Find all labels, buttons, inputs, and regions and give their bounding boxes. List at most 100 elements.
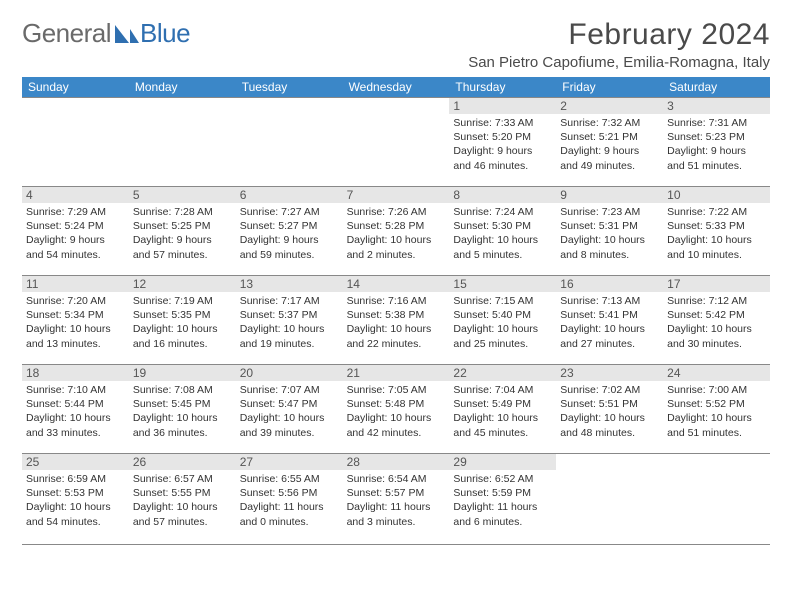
month-title: February 2024 [468,18,770,52]
day-info: Sunrise: 7:22 AMSunset: 5:33 PMDaylight:… [667,205,766,262]
week-row: 11 Sunrise: 7:20 AMSunset: 5:34 PMDayligh… [22,275,770,364]
day-cell: 4Sunrise: 7:29 AMSunset: 5:24 PMDaylight… [22,187,129,275]
day-number: 21 [347,366,446,380]
day-number: 29 [453,455,552,469]
day-number-band: 10 [663,187,770,203]
day-number: 20 [240,366,339,380]
weekday-header-cell: Monday [129,77,236,97]
day-number: 14 [347,277,446,291]
day-number: 22 [453,366,552,380]
day-cell: 28Sunrise: 6:54 AMSunset: 5:57 PMDayligh… [343,454,450,542]
week-row: 4Sunrise: 7:29 AMSunset: 5:24 PMDaylight… [22,186,770,275]
logo-text-blue: Blue [140,18,190,49]
calendar: SundayMondayTuesdayWednesdayThursdayFrid… [22,77,770,545]
day-number-band: 9 [556,187,663,203]
day-number: 4 [26,188,125,202]
weekday-header-cell: Friday [556,77,663,97]
day-number-band: 11 [22,276,129,292]
logo-text-general: General [22,18,111,49]
day-number-band: 19 [129,365,236,381]
day-info: Sunrise: 6:52 AMSunset: 5:59 PMDaylight:… [453,472,552,529]
day-cell: 18Sunrise: 7:10 AMSunset: 5:44 PMDayligh… [22,365,129,453]
day-number-band: 2 [556,98,663,114]
day-info: Sunrise: 7:13 AMSunset: 5:41 PMDaylight:… [560,294,659,351]
day-cell: 16 Sunrise: 7:13 AMSunset: 5:41 PMDayligh… [556,276,663,364]
day-number: 2 [560,99,659,113]
day-number: 17 [667,277,766,291]
bottom-rule [22,544,770,545]
weekday-header-cell: Tuesday [236,77,343,97]
day-number-band: 7 [343,187,450,203]
day-number-band: 14 [343,276,450,292]
day-cell: 10 Sunrise: 7:22 AMSunset: 5:33 PMDayligh… [663,187,770,275]
title-block: February 2024 San Pietro Capofiume, Emil… [468,18,770,71]
day-number-band: 15 [449,276,556,292]
day-number-band: 27 [236,454,343,470]
day-number: 1 [453,99,552,113]
week-row: 25Sunrise: 6:59 AMSunset: 5:53 PMDayligh… [22,453,770,542]
day-info: Sunrise: 7:16 AMSunset: 5:38 PMDaylight:… [347,294,446,351]
day-info: Sunrise: 6:57 AMSunset: 5:55 PMDaylight:… [133,472,232,529]
day-number-band: 21 [343,365,450,381]
day-number: 10 [667,188,766,202]
day-info: Sunrise: 7:02 AMSunset: 5:51 PMDaylight:… [560,383,659,440]
day-cell [22,98,129,186]
day-number: 11 [26,277,125,291]
day-info: Sunrise: 7:04 AMSunset: 5:49 PMDaylight:… [453,383,552,440]
day-number-band: 23 [556,365,663,381]
day-number: 15 [453,277,552,291]
day-number-band: 13 [236,276,343,292]
day-cell: 8 Sunrise: 7:24 AMSunset: 5:30 PMDaylight… [449,187,556,275]
day-cell [663,454,770,542]
day-info: Sunrise: 7:23 AMSunset: 5:31 PMDaylight:… [560,205,659,262]
day-info: Sunrise: 7:10 AMSunset: 5:44 PMDaylight:… [26,383,125,440]
day-number: 28 [347,455,446,469]
day-info: Sunrise: 7:28 AMSunset: 5:25 PMDaylight:… [133,205,232,262]
day-cell: 19 Sunrise: 7:08 AMSunset: 5:45 PMDayligh… [129,365,236,453]
day-info: Sunrise: 7:24 AMSunset: 5:30 PMDaylight:… [453,205,552,262]
day-number: 26 [133,455,232,469]
day-info: Sunrise: 7:33 AMSunset: 5:20 PMDaylight:… [453,116,552,173]
day-cell: 1 Sunrise: 7:33 AMSunset: 5:20 PMDaylight… [449,98,556,186]
day-info: Sunrise: 7:15 AMSunset: 5:40 PMDaylight:… [453,294,552,351]
day-number: 8 [453,188,552,202]
weeks-container: 1 Sunrise: 7:33 AMSunset: 5:20 PMDaylight… [22,97,770,542]
header: General Blue February 2024 San Pietro Ca… [22,18,770,71]
weekday-header-cell: Sunday [22,77,129,97]
day-info: Sunrise: 7:07 AMSunset: 5:47 PMDaylight:… [240,383,339,440]
logo-sail-icon [113,23,139,45]
day-number-band: 1 [449,98,556,114]
day-number: 19 [133,366,232,380]
day-number-band: 3 [663,98,770,114]
day-cell: 27 Sunrise: 6:55 AMSunset: 5:56 PMDayligh… [236,454,343,542]
day-info: Sunrise: 7:20 AMSunset: 5:34 PMDaylight:… [26,294,125,351]
day-number-band: 29 [449,454,556,470]
day-info: Sunrise: 7:12 AMSunset: 5:42 PMDaylight:… [667,294,766,351]
day-number-band: 16 [556,276,663,292]
week-row: 1 Sunrise: 7:33 AMSunset: 5:20 PMDaylight… [22,97,770,186]
day-info: Sunrise: 6:55 AMSunset: 5:56 PMDaylight:… [240,472,339,529]
day-cell: 14 Sunrise: 7:16 AMSunset: 5:38 PMDayligh… [343,276,450,364]
day-number-band: 26 [129,454,236,470]
day-info: Sunrise: 7:08 AMSunset: 5:45 PMDaylight:… [133,383,232,440]
day-number-band: 4 [22,187,129,203]
day-number: 3 [667,99,766,113]
day-cell: 7Sunrise: 7:26 AMSunset: 5:28 PMDaylight… [343,187,450,275]
day-number: 24 [667,366,766,380]
day-cell: 6Sunrise: 7:27 AMSunset: 5:27 PMDaylight… [236,187,343,275]
day-number: 6 [240,188,339,202]
day-number: 5 [133,188,232,202]
location-subtitle: San Pietro Capofiume, Emilia-Romagna, It… [468,54,770,71]
day-cell: 11 Sunrise: 7:20 AMSunset: 5:34 PMDayligh… [22,276,129,364]
day-number-band: 6 [236,187,343,203]
day-cell: 2Sunrise: 7:32 AMSunset: 5:21 PMDaylight… [556,98,663,186]
day-number: 12 [133,277,232,291]
day-info: Sunrise: 7:31 AMSunset: 5:23 PMDaylight:… [667,116,766,173]
day-cell: 3 Sunrise: 7:31 AMSunset: 5:23 PMDaylight… [663,98,770,186]
day-info: Sunrise: 7:05 AMSunset: 5:48 PMDaylight:… [347,383,446,440]
day-cell: 17 Sunrise: 7:12 AMSunset: 5:42 PMDayligh… [663,276,770,364]
day-number: 13 [240,277,339,291]
day-cell: 25Sunrise: 6:59 AMSunset: 5:53 PMDayligh… [22,454,129,542]
day-info: Sunrise: 7:19 AMSunset: 5:35 PMDaylight:… [133,294,232,351]
day-number-band: 12 [129,276,236,292]
